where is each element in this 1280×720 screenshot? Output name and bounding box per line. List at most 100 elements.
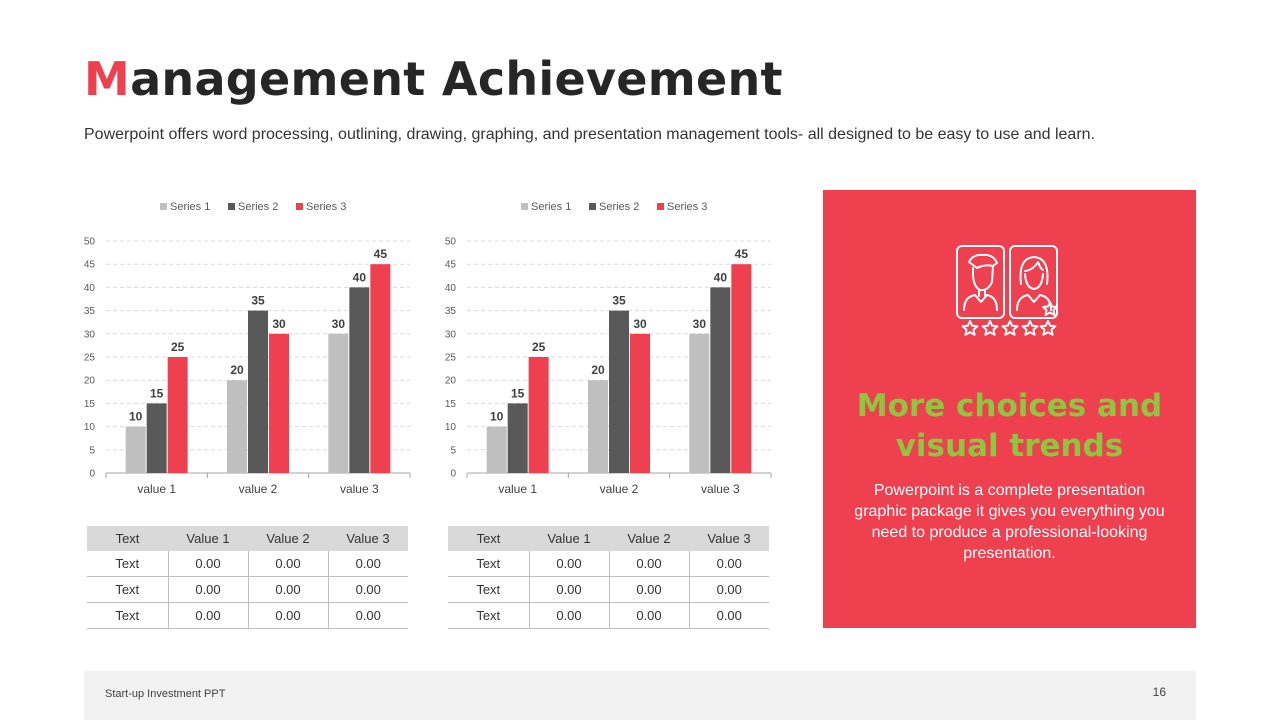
bar bbox=[248, 310, 268, 473]
table-cell: Text bbox=[448, 576, 529, 603]
data-label: 35 bbox=[612, 294, 626, 308]
legend-label: Series 2 bbox=[599, 201, 639, 213]
bar bbox=[370, 264, 391, 473]
table-cell: 0.00 bbox=[608, 576, 689, 603]
legend-swatch bbox=[296, 203, 303, 210]
y-tick-label: 30 bbox=[445, 329, 456, 340]
table-row: Text 0.00 0.00 0.00 bbox=[448, 602, 769, 629]
table-cell: 0.00 bbox=[167, 602, 248, 629]
y-tick-label: 25 bbox=[84, 353, 95, 364]
table-cell: Text bbox=[87, 602, 168, 629]
bar bbox=[146, 403, 167, 473]
footer-label: Start-up Investment PPT bbox=[105, 688, 226, 700]
chart-svg: Series 1 Series 2 Series 3 0 5 10 15 20 25 30 35 40… bbox=[445, 201, 772, 496]
x-tick-label: value 2 bbox=[239, 482, 278, 496]
legend-label: Series 3 bbox=[306, 201, 346, 213]
legend-label: Series 1 bbox=[170, 201, 210, 213]
card-heading-line-2: visual trends bbox=[895, 428, 1124, 464]
table-cell: Text bbox=[87, 576, 168, 603]
data-label: 10 bbox=[129, 410, 143, 424]
legend-swatch bbox=[160, 203, 167, 210]
highlight-card: More choices and visual trends Powerpoin… bbox=[823, 190, 1196, 628]
table-cell: 0.00 bbox=[688, 551, 769, 577]
table-header-cell: Value 1 bbox=[529, 526, 609, 551]
y-tick-label: 15 bbox=[84, 399, 95, 410]
y-tick-label: 10 bbox=[445, 422, 456, 433]
title-rest: anagement Achievement bbox=[130, 52, 783, 106]
table-cell: 0.00 bbox=[327, 551, 408, 577]
table-header-cell: Text bbox=[448, 526, 529, 551]
table-cell: Text bbox=[87, 551, 168, 577]
bar-chart-2: Series 1 Series 2 Series 3 0 5 10 15 20 25 30 35 40… bbox=[445, 190, 805, 510]
data-label: 15 bbox=[511, 386, 525, 400]
table-header-row: Text Value 1 Value 2 Value 3 bbox=[87, 526, 408, 551]
bar bbox=[349, 287, 370, 473]
chart-svg: Series 1 Series 2 Series 3 0 5 10 15 20 25 30 35 40… bbox=[84, 201, 411, 496]
page-number: 16 bbox=[1152, 685, 1166, 699]
data-table-2: Text Value 1 Value 2 Value 3 Text 0.00 0… bbox=[448, 526, 769, 629]
bar bbox=[630, 333, 650, 473]
bar bbox=[588, 380, 608, 473]
bar bbox=[689, 333, 710, 473]
x-tick-label: value 1 bbox=[498, 482, 537, 496]
data-label: 30 bbox=[693, 317, 707, 331]
table-cell: 0.00 bbox=[247, 576, 328, 603]
table-row: Text 0.00 0.00 0.00 bbox=[448, 576, 769, 603]
legend-swatch bbox=[589, 203, 596, 210]
page-title: Management Achievement bbox=[84, 52, 783, 106]
y-tick-label: 50 bbox=[445, 237, 456, 248]
table-cell: 0.00 bbox=[327, 602, 408, 629]
data-label: 40 bbox=[714, 270, 728, 284]
legend-swatch bbox=[657, 203, 664, 210]
table-cell: 0.00 bbox=[247, 602, 328, 629]
table-cell: 0.00 bbox=[608, 602, 689, 629]
title-first-letter: M bbox=[84, 52, 131, 106]
legend-label: Series 3 bbox=[667, 201, 707, 213]
y-tick-label: 30 bbox=[84, 329, 95, 340]
data-label: 40 bbox=[353, 270, 367, 284]
x-tick-label: value 2 bbox=[600, 482, 639, 496]
table-header-cell: Value 2 bbox=[248, 526, 328, 551]
table-cell: Text bbox=[448, 602, 529, 629]
bar bbox=[269, 333, 289, 473]
table-header-cell: Value 3 bbox=[689, 526, 769, 551]
y-tick-label: 25 bbox=[445, 353, 456, 364]
y-tick-label: 40 bbox=[84, 283, 95, 294]
legend-label: Series 2 bbox=[238, 201, 278, 213]
table-header-cell: Text bbox=[87, 526, 168, 551]
data-label: 20 bbox=[230, 363, 244, 377]
y-tick-label: 45 bbox=[445, 260, 456, 271]
table-header-row: Text Value 1 Value 2 Value 3 bbox=[448, 526, 769, 551]
table-cell: Text bbox=[448, 551, 529, 577]
data-label: 10 bbox=[490, 410, 504, 424]
y-tick-label: 5 bbox=[89, 445, 95, 456]
y-tick-label: 40 bbox=[445, 283, 456, 294]
data-label: 30 bbox=[332, 317, 346, 331]
bar bbox=[710, 287, 731, 473]
bar bbox=[125, 426, 146, 473]
data-label: 20 bbox=[591, 363, 605, 377]
y-tick-label: 20 bbox=[84, 376, 95, 387]
table-cell: 0.00 bbox=[688, 602, 769, 629]
legend-swatch bbox=[228, 203, 235, 210]
bar bbox=[731, 264, 752, 473]
table-cell: 0.00 bbox=[247, 551, 328, 577]
x-tick-label: value 3 bbox=[701, 482, 740, 496]
y-tick-label: 50 bbox=[84, 237, 95, 248]
bar-chart-1: Series 1 Series 2 Series 3 0 5 10 15 20 25 30 35 40… bbox=[84, 190, 444, 510]
card-description: Powerpoint is a complete presentation gr… bbox=[854, 482, 1165, 562]
table-cell: 0.00 bbox=[528, 551, 609, 577]
table-cell: 0.00 bbox=[528, 602, 609, 629]
table-cell: 0.00 bbox=[327, 576, 408, 603]
table-cell: 0.00 bbox=[528, 576, 609, 603]
chart-legend: Series 1 Series 2 Series 3 bbox=[521, 201, 707, 213]
page-subtitle: Powerpoint offers word processing, outli… bbox=[84, 126, 1095, 143]
y-tick-label: 0 bbox=[450, 469, 456, 480]
data-label: 15 bbox=[150, 386, 164, 400]
table-cell: 0.00 bbox=[688, 576, 769, 603]
y-tick-label: 45 bbox=[84, 260, 95, 271]
data-label: 45 bbox=[374, 247, 388, 261]
bar bbox=[227, 380, 247, 473]
bar bbox=[528, 357, 549, 473]
bar bbox=[167, 357, 188, 473]
